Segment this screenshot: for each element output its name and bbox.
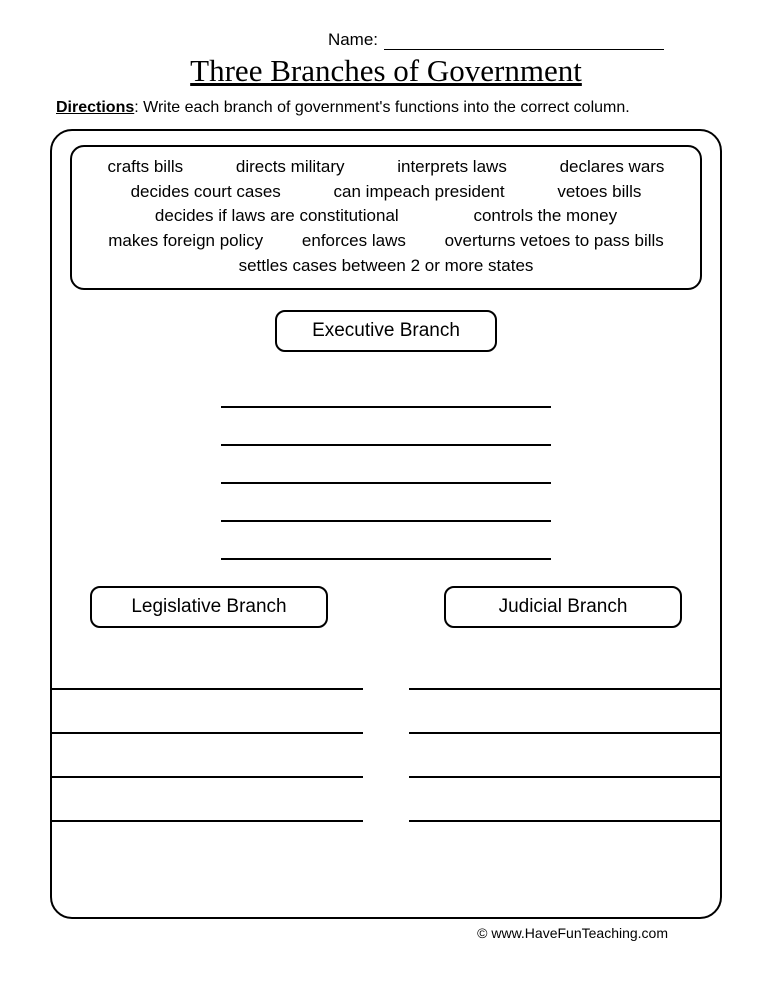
word-bank-item: directs military [236, 157, 345, 176]
page-title: Three Branches of Government [50, 53, 722, 89]
name-label: Name: [328, 30, 378, 49]
answer-line[interactable] [52, 656, 363, 690]
answer-line[interactable] [221, 450, 551, 484]
word-bank-item: interprets laws [397, 157, 507, 176]
answer-line[interactable] [52, 744, 363, 778]
legislative-answer-area [52, 656, 363, 832]
directions-label: Directions [56, 99, 134, 116]
word-bank: crafts bills directs military interprets… [70, 145, 702, 290]
answer-line[interactable] [409, 744, 720, 778]
word-bank-row: crafts bills directs military interprets… [86, 155, 686, 180]
word-bank-row: decides if laws are constitutional contr… [86, 204, 686, 229]
word-bank-item: declares wars [560, 157, 665, 176]
answer-line[interactable] [221, 374, 551, 408]
main-container: crafts bills directs military interprets… [50, 129, 722, 919]
word-bank-item: can impeach president [334, 182, 505, 201]
judicial-answer-area [409, 656, 720, 832]
name-row: Name: [50, 30, 722, 50]
directions-text: : Write each branch of government's func… [134, 99, 629, 116]
word-bank-row: decides court cases can impeach presiden… [86, 180, 686, 205]
answer-line[interactable] [221, 488, 551, 522]
answer-line[interactable] [52, 700, 363, 734]
answer-line[interactable] [409, 656, 720, 690]
word-bank-item: settles cases between 2 or more states [239, 256, 534, 275]
executive-branch-label: Executive Branch [275, 310, 497, 352]
word-bank-item: decides court cases [131, 182, 281, 201]
word-bank-item: overturns vetoes to pass bills [445, 231, 664, 250]
word-bank-item: controls the money [473, 206, 617, 225]
directions-row: Directions: Write each branch of governm… [50, 99, 722, 117]
answer-line[interactable] [409, 788, 720, 822]
legislative-branch-label: Legislative Branch [90, 586, 328, 628]
word-bank-item: crafts bills [108, 157, 184, 176]
word-bank-item: makes foreign policy [108, 231, 263, 250]
name-blank-line[interactable] [384, 49, 664, 50]
word-bank-item: enforces laws [302, 231, 406, 250]
word-bank-row: settles cases between 2 or more states [86, 254, 686, 279]
worksheet-page: Name: Three Branches of Government Direc… [0, 0, 772, 961]
footer-copyright: © www.HaveFunTeaching.com [50, 925, 722, 941]
executive-answer-area [221, 374, 551, 560]
answer-line[interactable] [52, 788, 363, 822]
bottom-branch-labels: Legislative Branch Judicial Branch [70, 586, 702, 628]
bottom-answer-columns [52, 656, 720, 832]
judicial-branch-label: Judicial Branch [444, 586, 682, 628]
word-bank-item: vetoes bills [557, 182, 641, 201]
word-bank-item: decides if laws are constitutional [155, 206, 399, 225]
answer-line[interactable] [409, 700, 720, 734]
word-bank-row: makes foreign policy enforces laws overt… [86, 229, 686, 254]
answer-line[interactable] [221, 526, 551, 560]
answer-line[interactable] [221, 412, 551, 446]
